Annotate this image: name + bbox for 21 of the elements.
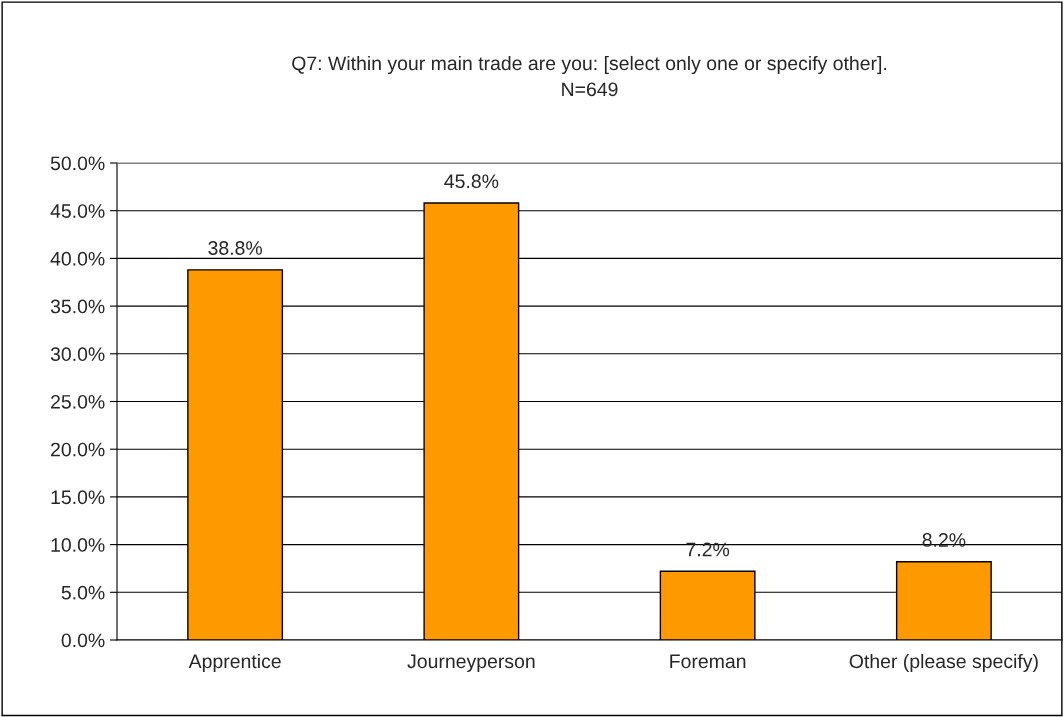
- chart-title: Q7: Within your main trade are you: [select only one or specify other].: [292, 55, 887, 75]
- y-tick-label: 45.0%: [50, 204, 105, 218]
- data-label: 8.2%: [922, 533, 966, 547]
- data-label: 45.8%: [444, 174, 499, 189]
- y-tick-label: 0.0%: [61, 633, 105, 648]
- y-tick-label: 10.0%: [51, 538, 105, 552]
- y-tick-label: 50.0%: [50, 156, 105, 171]
- x-tick-label: Apprentice: [188, 653, 281, 673]
- data-label: 38.8%: [208, 241, 262, 255]
- y-tick-label: 25.0%: [51, 394, 105, 409]
- chart-subtitle: N=649: [562, 82, 618, 97]
- data-label: 7.2%: [686, 542, 730, 557]
- y-tick-label: 20.0%: [51, 442, 105, 457]
- y-tick-label: 5.0%: [61, 585, 105, 600]
- y-tick-label: 15.0%: [51, 490, 105, 505]
- x-tick-label: Journeyperson: [407, 654, 535, 673]
- x-tick-label: Other (please specify): [849, 653, 1038, 673]
- y-tick-label: 35.0%: [50, 299, 105, 314]
- x-tick-label: Foreman: [670, 654, 746, 669]
- y-tick-label: 30.0%: [50, 347, 105, 362]
- y-tick-label: 40.0%: [50, 251, 105, 266]
